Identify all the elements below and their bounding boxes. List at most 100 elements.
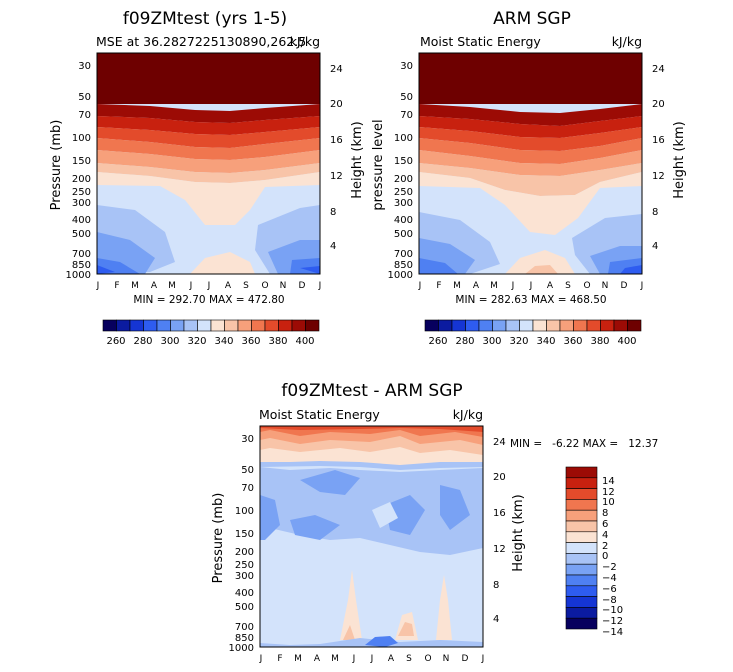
colorbar-cell xyxy=(565,509,598,522)
panel-diff-units: kJ/kg xyxy=(453,407,483,422)
colorbar-tick-label: −6 xyxy=(602,584,617,595)
y-tick-label: 300 xyxy=(72,198,91,209)
colorbar-cell xyxy=(170,319,185,332)
x-tick-label: A xyxy=(547,281,554,291)
colorbar-cell xyxy=(438,319,453,332)
x-tick-label: J xyxy=(418,281,422,291)
panel-diff: f09ZMtest - ARM SGP Moist Static Energy … xyxy=(211,381,658,664)
colorbar-tick-label: 380 xyxy=(590,336,609,347)
y2-tick-label: 8 xyxy=(652,207,658,218)
colorbar-tick-label: 300 xyxy=(482,336,501,347)
colorbar-cell xyxy=(627,319,642,332)
y-tick-label: 30 xyxy=(400,61,413,72)
x-tick-label: J xyxy=(207,281,211,291)
colorbar-cell xyxy=(565,607,598,619)
colorbar-cell xyxy=(129,319,144,332)
x-tick-label: N xyxy=(602,281,609,291)
colorbar-cell xyxy=(565,542,598,554)
panel-obs-y-ticks: 30 50 70 100 150 200 250 300 400 500 700… xyxy=(388,61,413,281)
y-tick-label: 250 xyxy=(394,187,413,198)
y-tick-label: 70 xyxy=(400,110,413,121)
x-tick-label: J xyxy=(352,654,356,664)
colorbar-cell xyxy=(197,319,212,332)
colorbar-cell xyxy=(565,563,598,576)
y2-tick-label: 20 xyxy=(493,472,506,483)
x-tick-label: J xyxy=(318,281,322,291)
x-tick-label: M xyxy=(490,281,498,291)
colorbar-cell xyxy=(565,520,598,533)
y-tick-label: 850 xyxy=(235,633,254,644)
y-tick-label: 250 xyxy=(72,187,91,198)
y-tick-label: 1000 xyxy=(66,270,91,281)
y2-tick-label: 16 xyxy=(652,135,665,146)
colorbar-cell xyxy=(505,319,520,332)
colorbar-cell xyxy=(565,477,598,489)
y2-tick-label: 4 xyxy=(330,241,336,252)
colorbar-cell xyxy=(278,319,293,332)
colorbar-cell xyxy=(291,319,306,332)
panel-obs-plot-area xyxy=(418,52,643,275)
y-tick-label: 50 xyxy=(400,92,413,103)
y2-tick-label: 12 xyxy=(652,171,665,182)
colorbar-tick-label: −4 xyxy=(602,573,617,584)
y-tick-label: 700 xyxy=(394,249,413,260)
y-tick-label: 50 xyxy=(241,465,254,476)
colorbar-cell xyxy=(565,617,598,630)
x-tick-label: O xyxy=(583,281,590,291)
y-tick-label: 70 xyxy=(78,110,91,121)
x-tick-label: A xyxy=(151,281,158,291)
colorbar-cell xyxy=(559,319,574,332)
colorbar-cell xyxy=(565,574,598,587)
colorbar-tick-label: −14 xyxy=(602,627,623,638)
colorbar-cell xyxy=(143,319,158,332)
y-tick-label: 150 xyxy=(235,529,254,540)
colorbar-cell xyxy=(465,319,480,332)
x-tick-label: N xyxy=(280,281,287,291)
panel-model-units: kJ/kg xyxy=(290,34,320,49)
colorbar-tick-label: 8 xyxy=(602,508,608,519)
panel-model-y2-ticks: 24 20 16 12 8 4 xyxy=(330,64,343,252)
x-tick-label: J xyxy=(511,281,515,291)
y-tick-label: 850 xyxy=(394,260,413,271)
mse-colorbar-cells xyxy=(102,319,642,332)
y2-tick-label: 16 xyxy=(330,135,343,146)
colorbar-tick-label: 4 xyxy=(602,530,608,541)
colorbar-cell xyxy=(586,319,601,332)
panel-obs-subtitle: Moist Static Energy xyxy=(420,34,541,49)
panel-obs-ylabel-right: Height (km) xyxy=(672,121,687,198)
y-tick-label: 50 xyxy=(78,92,91,103)
panel-diff-y2-ticks: 24 20 16 12 8 4 xyxy=(493,437,506,625)
x-tick-label: J xyxy=(259,654,263,664)
panel-diff-subtitle: Moist Static Energy xyxy=(259,407,380,422)
diff-colorbar-cells xyxy=(565,466,598,630)
colorbar-cell xyxy=(237,319,252,332)
panel-diff-x-ticks: J F M A M J J A S O N D J xyxy=(259,654,485,664)
y-tick-label: 30 xyxy=(241,434,254,445)
x-tick-label: F xyxy=(114,281,119,291)
colorbar-cell xyxy=(613,319,628,332)
colorbar-tick-label: 6 xyxy=(602,519,608,530)
panel-obs-title: ARM SGP xyxy=(493,9,571,29)
colorbar-cell xyxy=(565,466,598,479)
y-tick-label: 200 xyxy=(394,174,413,185)
x-tick-label: J xyxy=(640,281,644,291)
colorbar-cell xyxy=(492,319,507,332)
colorbar-cell xyxy=(264,319,279,332)
y-tick-label: 1000 xyxy=(229,643,254,654)
mse-colorbar-labels-obs: 260 280 300 320 340 360 380 400 xyxy=(428,336,636,347)
y2-tick-label: 8 xyxy=(330,207,336,218)
colorbar-cell xyxy=(532,319,547,332)
colorbar-cell xyxy=(451,319,466,332)
colorbar-cell xyxy=(573,319,588,332)
colorbar-tick-label: 340 xyxy=(214,336,233,347)
x-tick-label: D xyxy=(299,281,306,291)
y-tick-label: 400 xyxy=(394,215,413,226)
x-tick-label: D xyxy=(621,281,628,291)
y-tick-label: 500 xyxy=(72,229,91,240)
colorbar-cell xyxy=(251,319,266,332)
diff-colorbar-labels: 14 12 10 8 6 4 2 0 −2 −4 −6 −8 −10 −12 −… xyxy=(602,476,623,638)
x-tick-label: A xyxy=(473,281,480,291)
colorbar-cell xyxy=(156,319,171,332)
colorbar-tick-label: 380 xyxy=(268,336,287,347)
